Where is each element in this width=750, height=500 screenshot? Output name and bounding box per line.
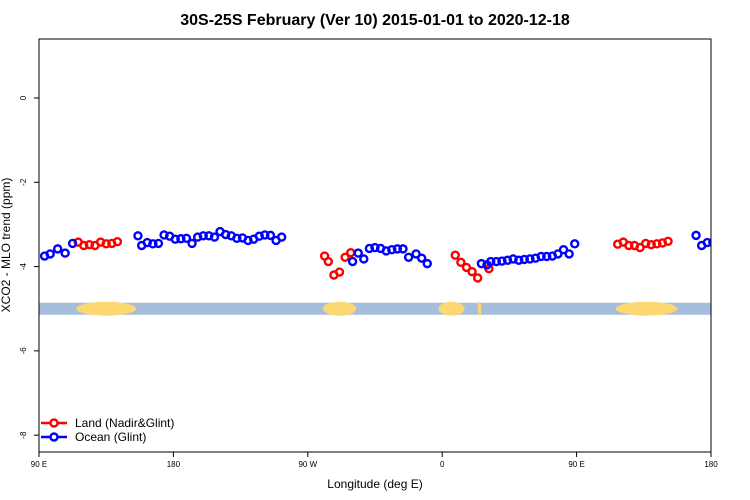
land-band-segment — [322, 301, 357, 316]
data-point — [542, 251, 552, 262]
data-point — [721, 230, 728, 237]
data-point — [564, 249, 574, 259]
data-point — [45, 249, 55, 259]
data-point — [491, 256, 502, 267]
y-tick-label: 0 — [19, 95, 28, 100]
data-point — [392, 244, 403, 254]
legend: Land (Nadir&Glint)Ocean (Glint) — [41, 416, 174, 444]
data-point — [60, 248, 70, 258]
data-point — [67, 238, 78, 249]
data-point — [646, 239, 656, 250]
y-axis-ticks: 0 -2 -4 -6 -8 — [19, 95, 39, 439]
data-point — [265, 230, 276, 241]
data-point — [558, 245, 569, 255]
data-point — [353, 248, 363, 258]
data-point — [514, 255, 524, 265]
data-point — [652, 239, 662, 249]
data-point — [403, 252, 414, 262]
y-tick-label: -6 — [19, 347, 28, 355]
data-point — [635, 242, 645, 253]
data-point — [624, 240, 634, 251]
data-point — [347, 256, 358, 267]
data-point — [148, 239, 158, 249]
data-point — [181, 233, 192, 244]
data-point — [79, 240, 89, 251]
data-point — [112, 237, 123, 247]
data-point — [519, 254, 530, 265]
series-ocean — [39, 226, 728, 270]
data-point — [187, 238, 197, 249]
data-point — [232, 233, 242, 244]
data-point — [570, 239, 580, 249]
data-point — [497, 256, 507, 266]
y-axis-label: XCO2 - MLO trend (ppm) — [0, 178, 13, 313]
legend-marker — [49, 432, 59, 442]
x-axis-ticks: 90 E 180 90 W 0 90 E 180 — [31, 452, 718, 469]
data-point — [525, 254, 535, 264]
legend-marker — [49, 418, 59, 428]
data-point — [398, 244, 408, 254]
x-tick-label: 0 — [440, 460, 445, 469]
data-point — [691, 230, 701, 241]
y-tick-label: -8 — [19, 431, 28, 439]
data-point — [323, 256, 334, 267]
data-point — [209, 232, 220, 242]
data-point — [170, 234, 180, 244]
land-band-segment — [477, 301, 482, 316]
data-point — [101, 239, 111, 249]
data-point — [467, 266, 477, 277]
data-point — [472, 273, 483, 283]
data-point — [176, 234, 186, 244]
data-point — [198, 231, 208, 241]
series-land — [73, 236, 673, 283]
land-band-segment — [438, 301, 465, 316]
data-point — [411, 249, 421, 259]
x-tick-label: 90 E — [568, 460, 584, 469]
plot-area — [38, 38, 728, 453]
data-point — [536, 251, 546, 262]
y-tick-label: -4 — [19, 262, 28, 270]
plot-border — [38, 38, 712, 453]
data-point — [260, 230, 270, 240]
data-point — [153, 238, 164, 249]
data-point — [486, 256, 496, 267]
data-point — [450, 250, 460, 260]
data-point — [364, 243, 375, 254]
y-tick-label: -2 — [19, 178, 28, 186]
chart-title: 30S-25S February (Ver 10) 2015-01-01 to … — [180, 12, 570, 29]
data-point — [422, 258, 432, 269]
data-point — [276, 232, 287, 242]
data-point — [461, 262, 472, 273]
x-tick-label: 90 E — [31, 460, 47, 469]
data-point — [52, 244, 63, 254]
data-point — [416, 253, 427, 263]
data-point — [715, 240, 722, 247]
data-point — [334, 267, 345, 277]
data-point — [663, 236, 673, 246]
data-point — [387, 245, 397, 255]
legend-label: Ocean (Glint) — [75, 430, 146, 444]
data-point — [359, 254, 369, 264]
land-band-segment — [615, 301, 678, 316]
data-point — [340, 252, 350, 262]
data-point — [133, 231, 143, 241]
x-tick-label: 180 — [167, 460, 181, 469]
x-tick-label: 90 W — [298, 460, 317, 469]
data-point — [346, 247, 356, 258]
data-point — [370, 242, 380, 253]
plot-content — [39, 226, 728, 316]
data-point — [456, 257, 466, 268]
x-tick-label: 180 — [704, 460, 718, 469]
data-point — [708, 238, 711, 247]
data-point — [84, 239, 95, 250]
land-band-segment — [76, 301, 137, 316]
data-point — [553, 249, 563, 259]
legend-label: Land (Nadir&Glint) — [75, 416, 174, 430]
x-axis-label: Longitude (deg E) — [327, 477, 422, 491]
